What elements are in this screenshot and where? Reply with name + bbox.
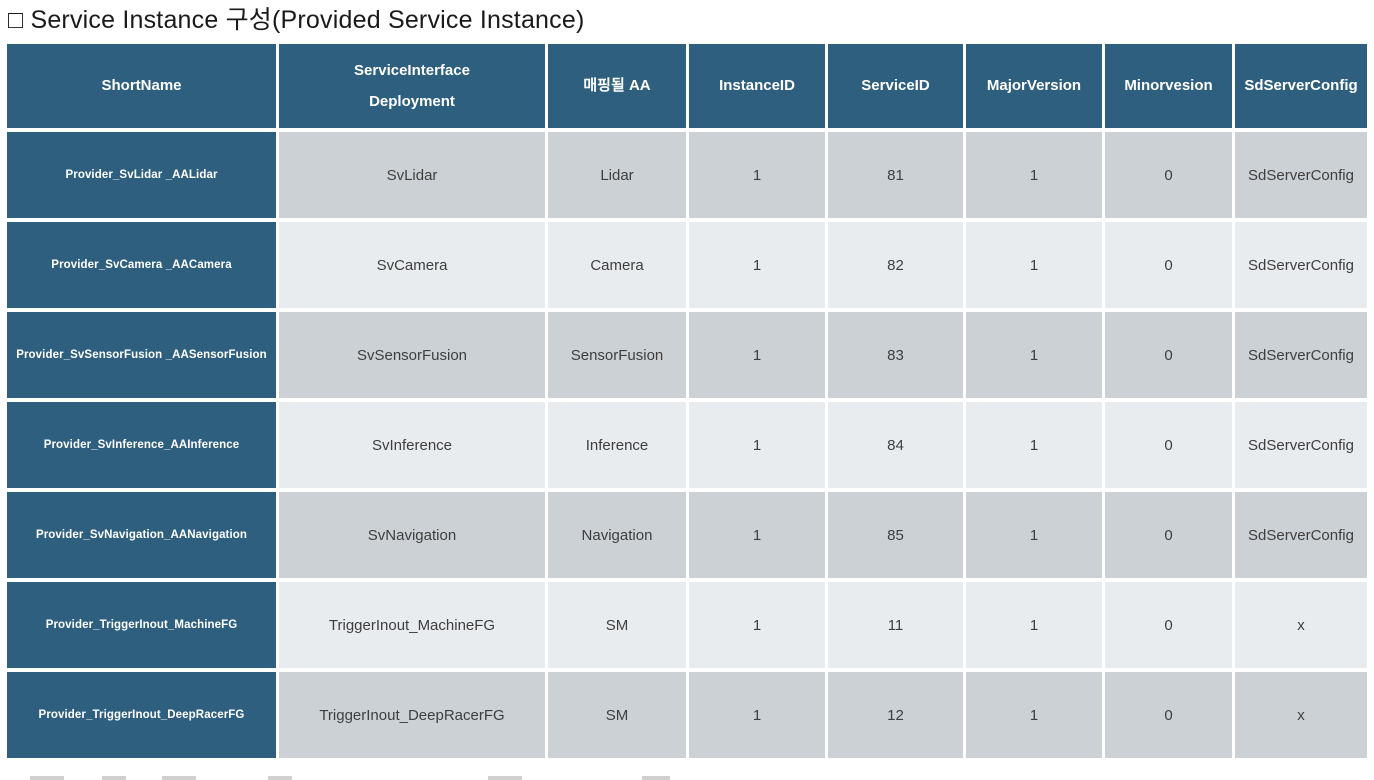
cell-sd-server-config: SdServerConfig (1235, 222, 1367, 308)
cell-instance-id: 1 (689, 582, 825, 668)
cell-service-id: 11 (828, 582, 963, 668)
cell-deployment: SvCamera (279, 222, 545, 308)
cell-aa: SM (548, 582, 686, 668)
table-row: Provider_SvLidar _AALidar SvLidar Lidar 1 81… (7, 132, 1367, 218)
table-row: Provider_SvSensorFusion _AASensorFusion S… (7, 312, 1367, 398)
cell-short-name: Provider_SvLidar _AALidar (7, 132, 276, 218)
cell-short-name: Provider_TriggerInout_MachineFG (7, 582, 276, 668)
cell-deployment: SvInference (279, 402, 545, 488)
table-header-row: ShortName ServiceInterface Deployment 매핑… (7, 44, 1367, 128)
cell-short-name: Provider_SvNavigation_AANavigation (7, 492, 276, 578)
cell-deployment: TriggerInout_DeepRacerFG (279, 672, 545, 758)
cell-minor-version: 0 (1105, 222, 1232, 308)
column-header-sd-server-config: SdServerConfig (1235, 44, 1367, 128)
clipped-next-line-remnant (30, 776, 670, 780)
table-row: Provider_SvCamera _AACamera SvCamera Camer… (7, 222, 1367, 308)
cell-service-id: 82 (828, 222, 963, 308)
column-header-deployment: ServiceInterface Deployment (279, 44, 545, 128)
table-row: Provider_TriggerInout_DeepRacerFG Trigger… (7, 672, 1367, 758)
cell-major-version: 1 (966, 222, 1102, 308)
cell-minor-version: 0 (1105, 132, 1232, 218)
cell-instance-id: 1 (689, 132, 825, 218)
table-row: Provider_TriggerInout_MachineFG TriggerIn… (7, 582, 1367, 668)
cell-service-id: 12 (828, 672, 963, 758)
cell-service-id: 81 (828, 132, 963, 218)
cell-aa: Camera (548, 222, 686, 308)
cell-sd-server-config: x (1235, 672, 1367, 758)
column-header-shortname: ShortName (7, 44, 276, 128)
cell-short-name: Provider_SvCamera _AACamera (7, 222, 276, 308)
cell-major-version: 1 (966, 492, 1102, 578)
cell-aa: Lidar (548, 132, 686, 218)
cell-deployment: TriggerInout_MachineFG (279, 582, 545, 668)
cell-service-id: 84 (828, 402, 963, 488)
cell-deployment: SvSensorFusion (279, 312, 545, 398)
cell-sd-server-config: x (1235, 582, 1367, 668)
cell-major-version: 1 (966, 582, 1102, 668)
cell-sd-server-config: SdServerConfig (1235, 492, 1367, 578)
column-header-minor-version: Minorvesion (1105, 44, 1232, 128)
cell-major-version: 1 (966, 402, 1102, 488)
cell-major-version: 1 (966, 132, 1102, 218)
cell-service-id: 85 (828, 492, 963, 578)
cell-deployment: SvNavigation (279, 492, 545, 578)
cell-aa: Navigation (548, 492, 686, 578)
cell-minor-version: 0 (1105, 672, 1232, 758)
cell-short-name: Provider_SvInference_AAInference (7, 402, 276, 488)
column-header-major-version: MajorVersion (966, 44, 1102, 128)
cell-service-id: 83 (828, 312, 963, 398)
cell-aa: SM (548, 672, 686, 758)
cell-instance-id: 1 (689, 402, 825, 488)
cell-instance-id: 1 (689, 672, 825, 758)
cell-sd-server-config: SdServerConfig (1235, 132, 1367, 218)
cell-sd-server-config: SdServerConfig (1235, 402, 1367, 488)
cell-instance-id: 1 (689, 222, 825, 308)
table-row: Provider_SvNavigation_AANavigation SvNavi… (7, 492, 1367, 578)
cell-short-name: Provider_SvSensorFusion _AASensorFusion (7, 312, 276, 398)
cell-aa: Inference (548, 402, 686, 488)
cell-minor-version: 0 (1105, 312, 1232, 398)
cell-minor-version: 0 (1105, 402, 1232, 488)
service-instance-table: ShortName ServiceInterface Deployment 매핑… (4, 40, 1370, 762)
cell-sd-server-config: SdServerConfig (1235, 312, 1367, 398)
cell-major-version: 1 (966, 672, 1102, 758)
cell-minor-version: 0 (1105, 492, 1232, 578)
page-title: □ Service Instance 구성(Provided Service I… (8, 6, 585, 34)
cell-minor-version: 0 (1105, 582, 1232, 668)
cell-aa: SensorFusion (548, 312, 686, 398)
cell-instance-id: 1 (689, 312, 825, 398)
cell-deployment: SvLidar (279, 132, 545, 218)
cell-instance-id: 1 (689, 492, 825, 578)
cell-short-name: Provider_TriggerInout_DeepRacerFG (7, 672, 276, 758)
column-header-mapped-aa: 매핑될 AA (548, 44, 686, 128)
cell-major-version: 1 (966, 312, 1102, 398)
column-header-instance-id: InstanceID (689, 44, 825, 128)
column-header-service-id: ServiceID (828, 44, 963, 128)
table-row: Provider_SvInference_AAInference SvInfere… (7, 402, 1367, 488)
